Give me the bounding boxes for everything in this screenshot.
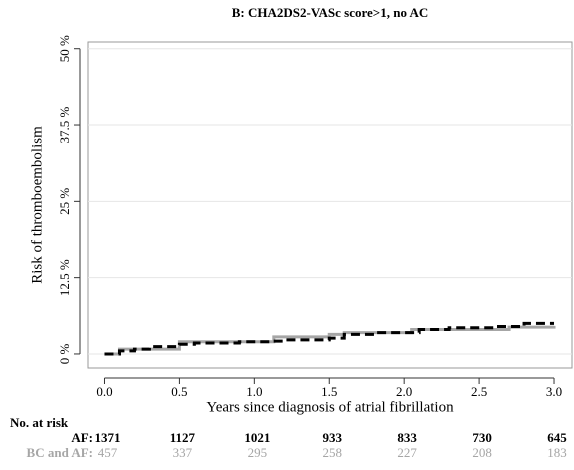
risk-count: 457 — [98, 445, 118, 460]
x-tick-label: 0.5 — [171, 384, 187, 399]
risk-count: 1371 — [94, 430, 120, 445]
risk-count: 645 — [547, 430, 567, 445]
risk-count: 730 — [472, 430, 492, 445]
risk-count: 1127 — [170, 430, 196, 445]
y-tick-label: 37.5 % — [57, 106, 72, 143]
step-line — [104, 325, 556, 356]
x-tick-label: 1.0 — [246, 384, 262, 399]
risk-count: 208 — [472, 445, 492, 460]
risk-count: 227 — [397, 445, 417, 460]
x-tick-label: 3.0 — [546, 384, 562, 399]
risk-count: 933 — [323, 430, 343, 445]
risk-count: 833 — [397, 430, 417, 445]
y-tick-label: 12.5 % — [57, 259, 72, 296]
risk-row-label: BC and AF: — [27, 445, 93, 460]
risk-count: 337 — [173, 445, 193, 460]
risk-table-title: No. at risk — [10, 415, 69, 430]
y-tick-label: 50 % — [57, 35, 72, 62]
risk-count: 258 — [323, 445, 343, 460]
x-tick-label: 1.5 — [321, 384, 337, 399]
step-line — [104, 321, 555, 356]
x-tick-label: 2.5 — [471, 384, 487, 399]
plot-frame — [87, 41, 573, 369]
chart-title: B: CHA2DS2-VASc score>1, no AC — [232, 5, 429, 20]
x-axis-label: Years since diagnosis of atrial fibrilla… — [206, 399, 454, 415]
risk-count: 183 — [547, 445, 567, 460]
x-tick-label: 0.0 — [96, 384, 112, 399]
risk-count: 1021 — [244, 430, 270, 445]
y-tick-label: 25 % — [57, 188, 72, 215]
y-tick-label: 0 % — [57, 344, 72, 365]
risk-count: 295 — [248, 445, 268, 460]
x-tick-label: 2.0 — [396, 384, 412, 399]
y-axis-label: Risk of thromboembolism — [29, 126, 45, 284]
risk-row-label: AF: — [71, 430, 93, 445]
